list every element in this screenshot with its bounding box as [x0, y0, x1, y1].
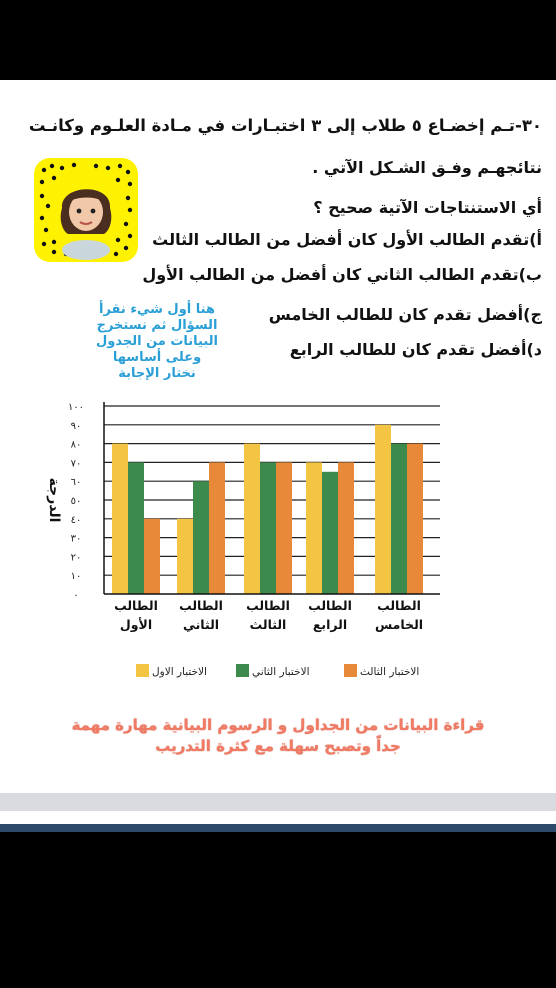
x-tick-label: الأول [120, 617, 152, 632]
footer-note-line-2: جداً وتصبح سهلة مع كثرة التدريب [155, 737, 401, 755]
bar [338, 462, 354, 594]
x-tick-label: الطالب [377, 598, 421, 613]
question-line-2: نتائجهـم وفـق الشـكل الآتي . [312, 158, 542, 177]
legend-label: الاختبار الثالث [360, 666, 419, 678]
snapcode-avatar [34, 158, 138, 262]
x-tick-label: الطالب [246, 598, 290, 613]
chart-bars [112, 424, 423, 594]
y-tick-label: ٢٠ [71, 552, 82, 563]
x-tick-label: الرابع [313, 617, 347, 632]
option-a: أ)تقدم الطالب الأول كان أفضل من الطالب ا… [152, 230, 542, 249]
x-tick-label: الطالب [114, 598, 158, 613]
bar [244, 443, 260, 594]
chart-axes [103, 402, 440, 595]
teacher-note: هنا أول شيء نقرأ السؤال ثم نستخرج البيان… [82, 302, 232, 382]
teacher-note-line: البيانات من الجدول [95, 334, 219, 349]
y-tick-label: ٠ [73, 590, 78, 601]
bar-chart: ٠ ١٠ ٢٠ ٣٠ ٤٠ ٥٠ ٦٠ ٧٠ ٨٠ ٩٠ ١٠٠ الدرجة الطالب الأول ا… [46, 402, 440, 678]
y-tick-label: ٥٠ [71, 496, 82, 507]
footer-note: قراءة البيانات من الجداول و الرسوم البيا… [20, 715, 536, 757]
bar [209, 462, 225, 594]
bar [391, 443, 407, 594]
option-c: ج)أفضل تقدم كان للطالب الخامس [268, 305, 542, 324]
teacher-note-line: هنا أول شيء نقرأ [99, 302, 215, 317]
legend-label: الاختبار الاول [152, 666, 207, 678]
bar [276, 462, 292, 594]
worksheet-page: ٣٠-تـم إخضـاع ٥ طلاب إلى ٣ اختبـارات في … [0, 80, 556, 832]
bar [260, 462, 276, 594]
question-prompt: أي الاستنتاجات الآتية صحيح ؟ [313, 198, 542, 217]
bar [375, 424, 391, 594]
bar [407, 443, 423, 594]
bar [144, 518, 160, 594]
y-tick-label: ١٠ [71, 571, 82, 582]
legend-swatch [136, 664, 149, 677]
y-tick-label: ٨٠ [71, 440, 82, 451]
x-tick-label: الطالب [179, 598, 223, 613]
y-axis-label: الدرجة [46, 478, 62, 523]
y-tick-label: ٦٠ [71, 477, 82, 488]
bar [306, 462, 322, 594]
x-tick-label: الطالب [308, 598, 352, 613]
bottom-bar-blue [0, 824, 556, 832]
y-tick-label: ٣٠ [71, 534, 82, 545]
question-line-1: ٣٠-تـم إخضـاع ٥ طلاب إلى ٣ اختبـارات في … [28, 116, 542, 135]
bar [128, 462, 144, 594]
bar [177, 518, 193, 594]
bar [322, 471, 338, 594]
bar [112, 443, 128, 594]
bar [193, 481, 209, 594]
option-b: ب)تقدم الطالب الثاني كان أفضل من الطالب … [142, 265, 542, 284]
bottom-bar-gray [0, 793, 556, 811]
teacher-note-line: نختار الإجابة [118, 366, 196, 381]
y-tick-label: ٩٠ [71, 421, 82, 432]
y-tick-label: ٧٠ [71, 458, 82, 469]
option-d: د)أفضل تقدم كان للطالب الرابع [289, 340, 542, 359]
legend-label: الاختبار الثاني [252, 666, 310, 678]
teacher-note-line: السؤال ثم نستخرج [96, 318, 218, 333]
chart-labels: ٠ ١٠ ٢٠ ٣٠ ٤٠ ٥٠ ٦٠ ٧٠ ٨٠ ٩٠ ١٠٠ الدرجة الطالب الأول ا… [46, 402, 423, 632]
legend-swatch [344, 664, 357, 677]
chart-legend: الاختبار الاول الاختبار الثاني الاختبار ال… [136, 664, 419, 678]
teacher-note-line: وعلى أساسها [112, 350, 202, 365]
footer-note-line-1: قراءة البيانات من الجداول و الرسوم البيا… [71, 716, 485, 734]
x-tick-label: الثاني [183, 617, 219, 632]
legend-swatch [236, 664, 249, 677]
y-tick-label: ٤٠ [71, 515, 82, 526]
x-tick-label: الثالث [250, 617, 287, 632]
x-tick-label: الخامس [375, 617, 423, 632]
y-tick-label: ١٠٠ [68, 402, 84, 413]
